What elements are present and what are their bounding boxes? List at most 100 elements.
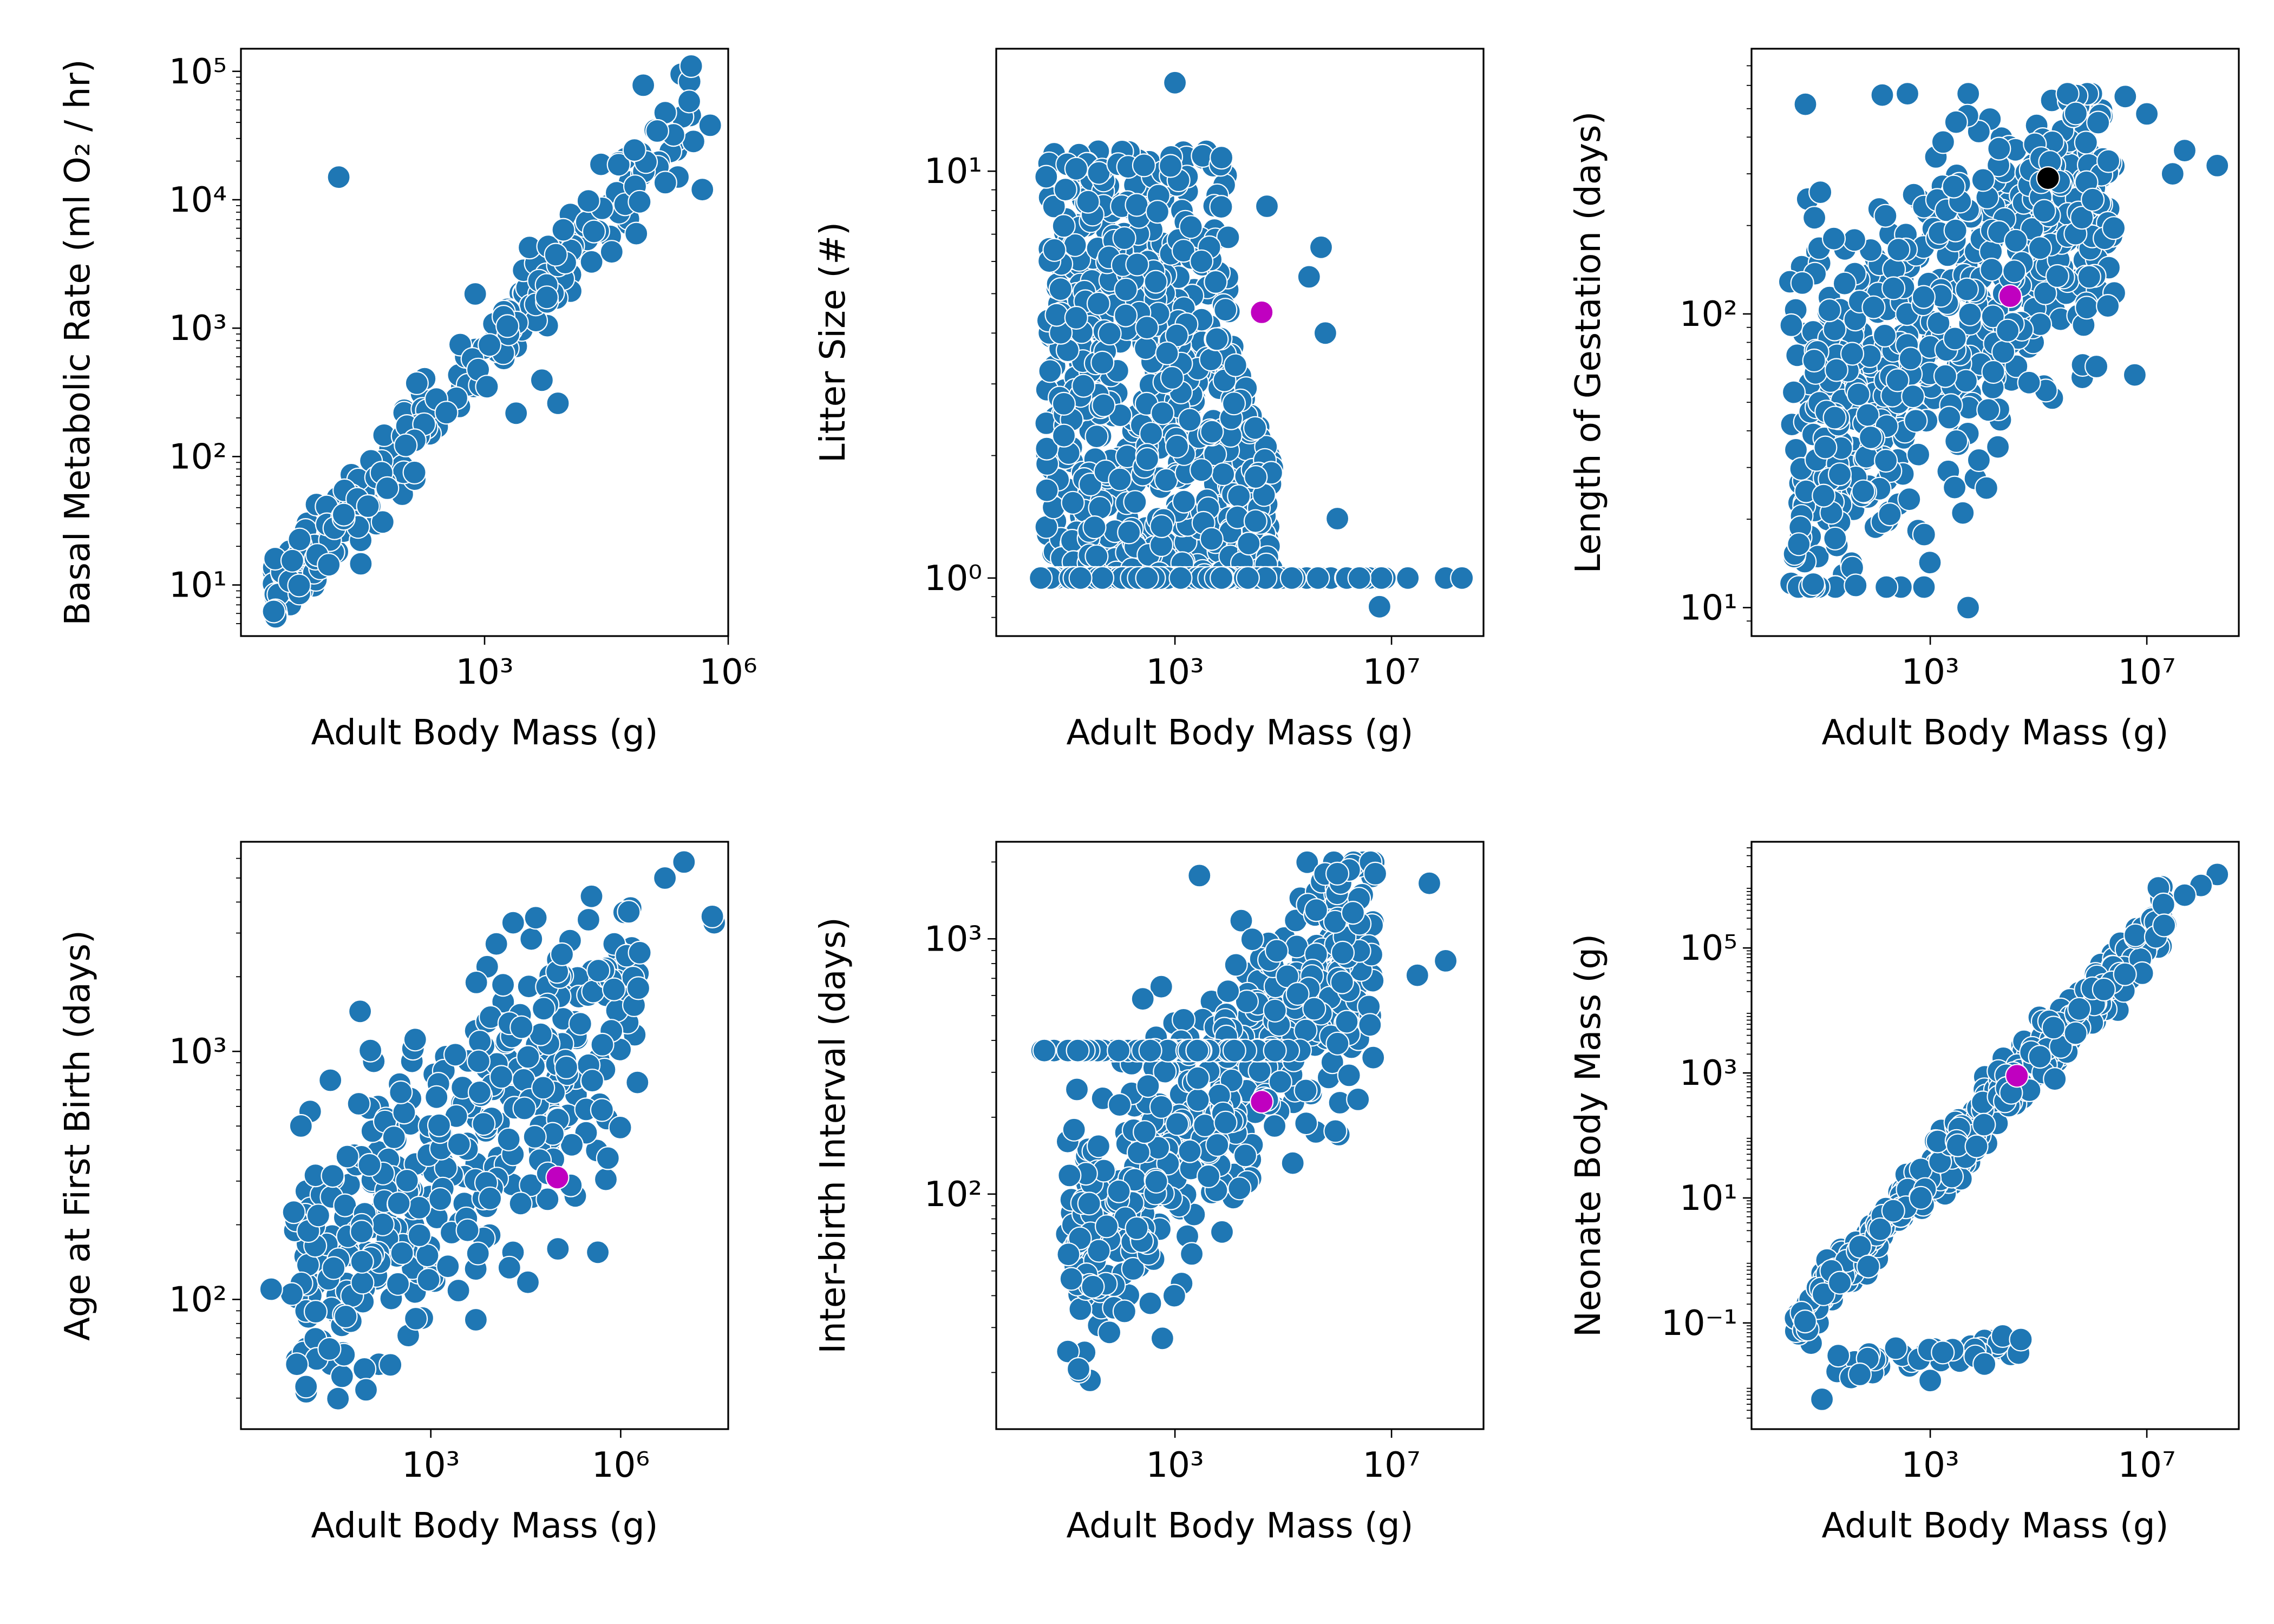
scatter-point: [335, 1144, 360, 1169]
scatter-point: [1918, 551, 1942, 575]
scatter-point: [645, 119, 670, 143]
scatter-point: [1240, 927, 1264, 952]
scatter-point: [1168, 566, 1193, 590]
scatter-point: [590, 1032, 615, 1057]
scatter-point: [1361, 1045, 1386, 1070]
scatter-point: [1132, 153, 1156, 178]
y-tick-label: 10³: [924, 919, 982, 959]
scatter-point: [608, 1115, 632, 1140]
scatter-point: [330, 1364, 354, 1389]
scatter-point: [1053, 178, 1077, 202]
scatter-point: [382, 1125, 406, 1150]
scatter-point: [1827, 462, 1852, 487]
scatter-point: [508, 1191, 533, 1216]
scatter-point: [2075, 296, 2099, 320]
scatter-point: [1808, 180, 1833, 205]
y-tick-label: 10⁰: [924, 559, 982, 599]
scatter-point: [1086, 291, 1111, 316]
scatter-point: [1943, 326, 1967, 351]
scatter-point: [1933, 364, 1958, 388]
scatter-point: [463, 281, 487, 306]
scatter-point: [1213, 298, 1238, 322]
scatter-point: [1986, 435, 2010, 459]
scatter-point: [1224, 953, 1248, 977]
scatter-point: [331, 502, 356, 527]
scatter-point: [475, 375, 499, 399]
scatter-point: [1234, 989, 1259, 1014]
scatter-point: [1233, 1143, 1258, 1168]
scatter-point: [1884, 1336, 1908, 1360]
scatter-point: [1450, 566, 1474, 590]
highlighted-point: [2036, 166, 2060, 191]
scatter-point: [531, 1076, 556, 1100]
scatter-point: [262, 599, 286, 624]
scatter-point: [1150, 1326, 1174, 1351]
scatter-point: [1898, 346, 1923, 371]
scatter-point: [2081, 187, 2105, 212]
scatter-point: [287, 573, 311, 598]
scatter-point: [472, 1112, 496, 1136]
scatter-point: [1396, 566, 1420, 590]
axes-frame: [995, 841, 1485, 1430]
scatter-point: [1912, 522, 1936, 547]
scatter-point: [347, 1091, 371, 1116]
scatter-point: [443, 1043, 468, 1067]
x-tick-label: 10⁷: [1363, 652, 1421, 692]
scatter-point: [322, 1256, 346, 1280]
scatter-point: [1976, 398, 2001, 422]
scatter-point: [1123, 490, 1147, 514]
scatter-point: [2004, 228, 2028, 253]
scatter-point: [404, 371, 429, 396]
scatter-point: [2002, 259, 2027, 284]
plot-area: 10³ 10⁶ 10² 10³: [169, 841, 729, 1485]
scatter-point: [1330, 940, 1355, 965]
scatter-point: [349, 552, 373, 576]
scatter-point: [625, 1070, 650, 1095]
scatter-point: [1090, 566, 1115, 590]
scatter-point: [1107, 1179, 1131, 1203]
scatter-point: [519, 927, 544, 951]
scatter-point: [1172, 1007, 1196, 1032]
scatter-point: [1822, 405, 1847, 430]
scatter-point: [2063, 1021, 2088, 1045]
scatter-point: [484, 932, 508, 956]
scatter-point: [1295, 850, 1319, 874]
scatter-point: [1064, 305, 1088, 330]
scatter-point: [1138, 1291, 1162, 1315]
scatter-point: [2092, 977, 2116, 1002]
y-tick-label: 10¹: [1680, 1178, 1737, 1219]
scatter-point: [1125, 1216, 1149, 1240]
scatter-point: [1210, 1220, 1234, 1244]
scatter-point: [1826, 1344, 1851, 1368]
scatter-point: [531, 997, 556, 1021]
scatter-point: [579, 250, 604, 274]
scatter-point: [1126, 1140, 1151, 1165]
scatter-point: [1846, 382, 1871, 407]
scatter-point: [519, 1173, 543, 1197]
scatter-point: [1944, 429, 1969, 454]
scatter-point: [1149, 1095, 1173, 1119]
scatter-point: [1972, 1352, 1997, 1376]
plot-area: 10³ 10⁷ 10² 10³: [924, 841, 1485, 1485]
scatter-point: [326, 1386, 350, 1411]
scatter-point: [1895, 82, 1920, 106]
scatter-point: [1082, 515, 1107, 540]
highlighted-point: [2005, 1064, 2029, 1088]
scatter-point: [1861, 295, 1886, 319]
scatter-point: [467, 1080, 492, 1105]
scatter-point: [1125, 252, 1149, 277]
scatter-point: [1151, 401, 1175, 425]
scatter-point: [434, 401, 459, 425]
scatter-point: [1056, 1242, 1081, 1267]
scatter-point: [677, 89, 702, 114]
scatter-point: [1828, 1271, 1852, 1295]
scatter-point: [1243, 509, 1267, 533]
scatter-point: [1112, 1299, 1136, 1324]
scatter-point: [1832, 271, 1857, 296]
scatter-point: [2135, 102, 2159, 126]
scatter-point: [1028, 566, 1053, 590]
scatter-point: [1042, 238, 1067, 262]
scatter-point: [334, 1304, 358, 1329]
scatter-point: [2033, 281, 2057, 305]
scatter-point: [1139, 422, 1164, 446]
